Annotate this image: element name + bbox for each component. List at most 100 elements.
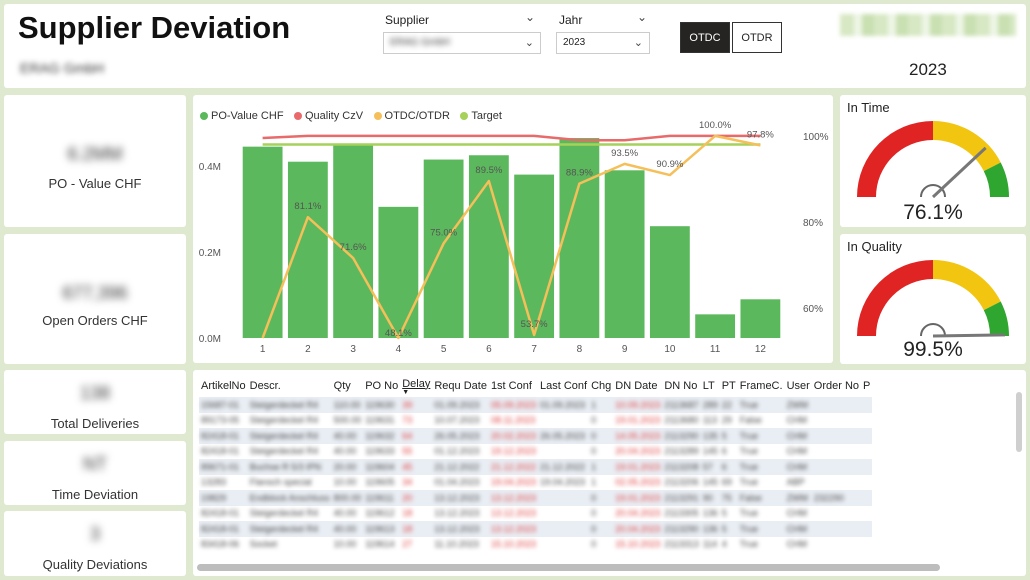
column-header[interactable]: Descr. [249, 380, 281, 392]
table-row[interactable]: 82418-01 Steigerdeckel R4 40.00 119612 18 13.… [199, 506, 872, 522]
table-row[interactable]: 82418-01 Steigerdeckel R4 40.00 119633 55 01.… [199, 444, 872, 460]
table-cell [812, 506, 861, 522]
table-row[interactable]: 82418-01 Steigerdeckel R4 40.00 119632 64 26.… [199, 428, 873, 444]
table-cell: 2113291 [662, 490, 701, 506]
table-cell [812, 444, 861, 460]
table-cell: 0 [589, 521, 614, 537]
table-cell [812, 413, 861, 429]
kpi-card-po-value: 6.2MM PO - Value CHF [4, 95, 186, 227]
legend-dot [294, 112, 302, 120]
table-cell: 1 [591, 477, 597, 488]
table-cell [811, 428, 862, 444]
table-cell: False [739, 415, 762, 426]
data-label: 81.1% [294, 201, 321, 212]
column-header[interactable]: Requ Date [434, 380, 487, 392]
column-header[interactable]: FrameC. [739, 380, 783, 392]
table-cell: True [739, 477, 758, 488]
table-row[interactable]: 15687-01 Steigerdeckel R4 110.00 119630 39 01… [199, 397, 873, 413]
table-cell: 119613 [363, 521, 401, 537]
table-cell: 6 [719, 459, 738, 475]
table-row[interactable]: 89671-01 Buchse R 5/3 IPN 20.00 119604 45 21.… [199, 459, 873, 475]
chart-bar [514, 174, 555, 338]
table-cell: 110.00 [331, 397, 364, 413]
year-collapse-chevron-icon[interactable]: ⌄ [637, 10, 648, 24]
table-cell: 2113687 [662, 397, 701, 413]
table-cell: ZWM [784, 490, 812, 506]
legend-item[interactable]: PO-Value CHF [200, 110, 284, 122]
legend-item[interactable]: Quality CzV [294, 110, 363, 122]
table-cell [861, 521, 873, 537]
chart-bar [695, 314, 736, 338]
table-cell: Socket [249, 539, 278, 550]
legend-label: Target [471, 110, 502, 122]
table-cell: 19829 [199, 490, 248, 506]
table-cell: 20.04.2023 [615, 508, 661, 519]
in-time-gauge [857, 121, 1009, 199]
column-header[interactable]: DN Date [615, 380, 658, 392]
column-header[interactable]: 1st Conf [490, 380, 532, 392]
x-axis-tick-label: 3 [350, 344, 356, 355]
column-header[interactable]: P [863, 380, 871, 392]
header-bar: Supplier Deviation ERAG GmbH Supplier ⌄ … [4, 4, 1026, 88]
table-cell: 10.00 [333, 539, 357, 550]
column-header[interactable]: Order No [813, 380, 860, 392]
otdc-toggle-button[interactable]: OTDC [680, 22, 730, 53]
vertical-scrollbar[interactable] [1016, 392, 1022, 452]
gauge-needle [932, 333, 1006, 338]
table-row[interactable]: 13283 Flansch special 10.00 119605 34 01.04.2… [199, 475, 872, 491]
legend-item[interactable]: OTDC/OTDR [373, 110, 450, 122]
data-label: 90.9% [656, 159, 683, 170]
table-cell [811, 521, 862, 537]
y-axis-right-tick-label: 100% [803, 132, 829, 143]
year-dropdown[interactable]: 2023 ⌄ [556, 32, 650, 54]
table-cell: 13.12.2023 [432, 490, 489, 506]
table-row[interactable]: 83418-06 Socket 10.00 119614 27 11.10.2023 15.… [199, 537, 872, 553]
column-header[interactable]: Delay ▼ [402, 377, 431, 396]
table-cell: 119632 [363, 428, 401, 444]
column-header[interactable]: PO No [365, 380, 399, 392]
table-row[interactable]: 82418-01 Steigerdeckel R4 40.00 119613 18 13.… [199, 521, 873, 537]
table-cell: CHM [784, 428, 812, 444]
table-cell: 64 [400, 428, 433, 444]
column-header[interactable]: Last Conf [539, 380, 588, 392]
x-axis-tick-label: 7 [531, 344, 537, 355]
table-cell: 34 [402, 477, 413, 488]
table-cell: 2113290 [662, 428, 701, 444]
legend-item[interactable]: Target [460, 110, 502, 122]
year-dropdown-value: 2023 [563, 37, 586, 48]
gauge-band [857, 121, 933, 197]
table-cell: 26.05.2023 [432, 428, 489, 444]
table-cell: 13.12.2023 [434, 508, 480, 519]
table-cell: 14.05.2023 [613, 428, 663, 444]
table-cell: True [739, 539, 758, 550]
supplier-collapse-chevron-icon[interactable]: ⌄ [525, 10, 536, 24]
deliveries-table-card: ArtikelNo Descr. Qty PO No Delay ▼ Requ Date 1s… [193, 370, 1026, 576]
table-cell: Steigerdeckel R4 [247, 397, 332, 413]
otdr-toggle-button[interactable]: OTDR [732, 22, 782, 53]
column-header[interactable]: Chg [591, 380, 612, 392]
gauge-needle [931, 146, 987, 199]
data-label: 93.5% [611, 148, 638, 159]
column-header[interactable]: DN No [664, 380, 698, 392]
horizontal-scrollbar[interactable] [197, 564, 940, 571]
table-cell [861, 397, 873, 413]
column-header[interactable]: Qty [333, 380, 351, 392]
table-cell: 0 [591, 539, 597, 550]
table-row[interactable]: 19829 Endblock Anschluss 800.00 119611 20 13.… [199, 490, 873, 506]
table-cell: 10.07.2023 [434, 415, 480, 426]
table-cell: ZWM [784, 397, 812, 413]
table-cell: 2113206 [664, 477, 699, 488]
column-header[interactable]: LT [702, 380, 715, 392]
table-cell: 5 [721, 508, 727, 519]
column-header[interactable]: ArtikelNo [201, 380, 246, 392]
supplier-dropdown[interactable]: ERAG GmbH ⌄ [383, 32, 541, 54]
table-cell [861, 459, 873, 475]
table-row[interactable]: 89173-05 Steigerdeckel R4 500.00 119631 73 10… [199, 413, 872, 429]
column-header[interactable]: PT [721, 380, 736, 392]
table-cell: 0 [589, 428, 614, 444]
table-cell: 40.00 [333, 508, 357, 519]
column-header[interactable]: User [786, 380, 810, 392]
company-name: ERAG GmbH [20, 60, 105, 76]
table-cell: False [737, 490, 785, 506]
